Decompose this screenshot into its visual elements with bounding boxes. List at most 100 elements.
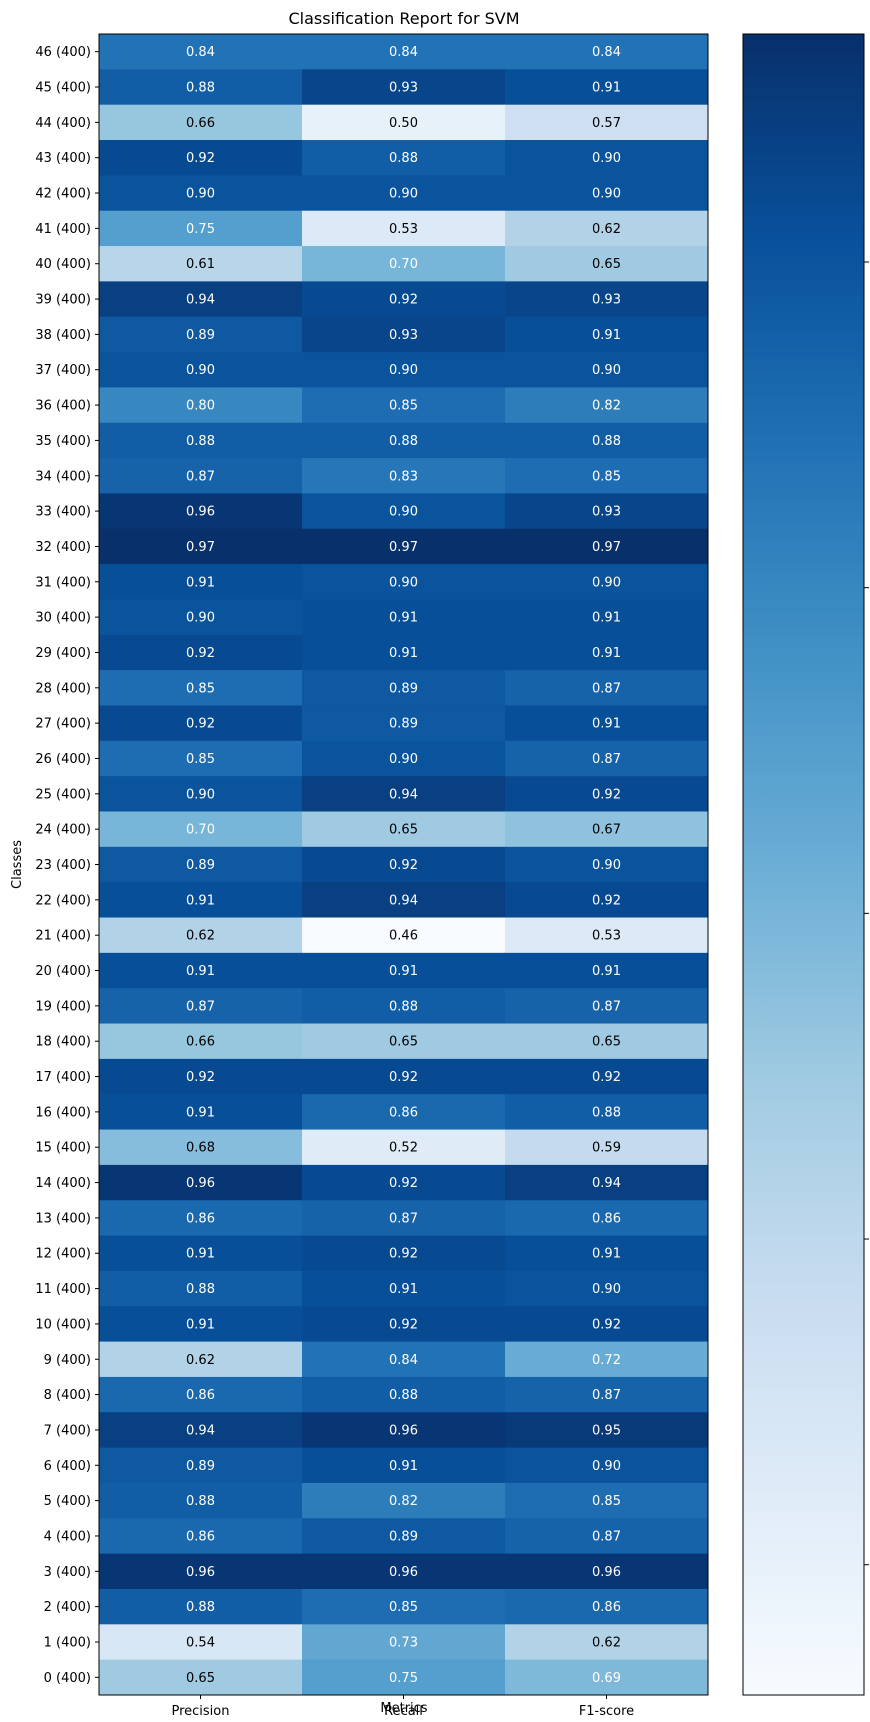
y-tick-label: 6 (400) <box>44 1459 91 1474</box>
y-tick-label: 8 (400) <box>44 1388 91 1403</box>
y-tick-label: 35 (400) <box>35 434 91 449</box>
cell-value-label: 0.92 <box>592 787 621 802</box>
cell-value-label: 0.85 <box>592 469 621 484</box>
y-tick-label: 1 (400) <box>44 1635 91 1650</box>
y-tick-label: 3 (400) <box>44 1565 91 1580</box>
cell-value-label: 0.86 <box>592 1211 621 1226</box>
cell-value-label: 0.88 <box>592 434 621 449</box>
y-tick-label: 22 (400) <box>35 893 91 908</box>
y-tick-label: 41 (400) <box>35 222 91 237</box>
cell-value-label: 0.90 <box>592 858 621 873</box>
cell-value-label: 0.91 <box>592 1247 621 1262</box>
y-tick-label: 34 (400) <box>35 469 91 484</box>
cell-value-label: 0.91 <box>389 1282 418 1297</box>
y-tick-label: 12 (400) <box>35 1247 91 1262</box>
y-tick-label: 15 (400) <box>35 1141 91 1156</box>
y-axis-label: Classes <box>10 840 25 889</box>
cell-value-label: 0.84 <box>592 45 621 60</box>
cell-value-label: 0.87 <box>592 1529 621 1544</box>
cell-value-label: 0.69 <box>592 1671 621 1686</box>
cell-value-label: 0.86 <box>186 1388 215 1403</box>
y-tick-label: 13 (400) <box>35 1211 91 1226</box>
cell-value-label: 0.83 <box>389 469 418 484</box>
cell-value-label: 0.91 <box>389 964 418 979</box>
y-tick-label: 30 (400) <box>35 611 91 626</box>
y-tick-label: 11 (400) <box>35 1282 91 1297</box>
cell-value-label: 0.92 <box>592 893 621 908</box>
cell-value-label: 0.66 <box>186 1035 215 1050</box>
cell-value-label: 0.91 <box>186 575 215 590</box>
cell-value-label: 0.94 <box>186 293 215 308</box>
cell-value-label: 0.91 <box>389 611 418 626</box>
cell-value-label: 0.96 <box>389 1423 418 1438</box>
y-tick-label: 40 (400) <box>35 257 91 272</box>
cell-value-label: 0.75 <box>186 222 215 237</box>
cell-value-label: 0.65 <box>592 1035 621 1050</box>
cell-value-label: 0.88 <box>186 1600 215 1615</box>
cell-value-label: 0.90 <box>389 752 418 767</box>
cell-value-label: 0.90 <box>389 187 418 202</box>
cell-value-label: 0.90 <box>592 151 621 166</box>
cell-value-label: 0.94 <box>186 1423 215 1438</box>
cell-value-label: 0.65 <box>389 1035 418 1050</box>
cell-value-label: 0.62 <box>592 222 621 237</box>
cell-value-label: 0.91 <box>389 1459 418 1474</box>
y-tick-label: 38 (400) <box>35 328 91 343</box>
cell-value-label: 0.87 <box>592 999 621 1014</box>
cell-value-label: 0.84 <box>186 45 215 60</box>
y-tick-label: 18 (400) <box>35 1035 91 1050</box>
cell-value-label: 0.85 <box>592 1494 621 1509</box>
cell-value-label: 0.65 <box>592 257 621 272</box>
x-axis-label: Metrics <box>380 1701 427 1716</box>
cell-value-label: 0.96 <box>186 1565 215 1580</box>
y-tick-label: 25 (400) <box>35 787 91 802</box>
cell-value-label: 0.97 <box>389 540 418 555</box>
cell-value-label: 0.90 <box>186 611 215 626</box>
cell-value-label: 0.75 <box>389 1671 418 1686</box>
cell-value-label: 0.84 <box>389 45 418 60</box>
y-tick-label: 20 (400) <box>35 964 91 979</box>
cell-value-label: 0.57 <box>592 116 621 131</box>
cell-value-label: 0.92 <box>186 646 215 661</box>
cell-value-label: 0.62 <box>186 929 215 944</box>
cell-value-label: 0.88 <box>186 81 215 96</box>
cell-value-label: 0.92 <box>389 1247 418 1262</box>
cell-value-label: 0.92 <box>592 1317 621 1332</box>
cell-value-label: 0.88 <box>389 434 418 449</box>
cell-value-label: 0.95 <box>592 1423 621 1438</box>
y-tick-label: 39 (400) <box>35 293 91 308</box>
cell-value-label: 0.90 <box>592 575 621 590</box>
y-tick-label: 26 (400) <box>35 752 91 767</box>
cell-value-label: 0.96 <box>186 505 215 520</box>
cell-value-label: 0.70 <box>389 257 418 272</box>
chart-title: Classification Report for SVM <box>288 9 519 28</box>
cell-value-label: 0.90 <box>592 363 621 378</box>
cell-value-label: 0.87 <box>592 681 621 696</box>
cell-value-label: 0.90 <box>389 505 418 520</box>
cell-value-label: 0.91 <box>186 964 215 979</box>
x-tick-label: F1-score <box>579 1704 634 1719</box>
cell-value-label: 0.97 <box>592 540 621 555</box>
y-tick-label: 43 (400) <box>35 151 91 166</box>
cell-value-label: 0.85 <box>389 399 418 414</box>
y-tick-label: 44 (400) <box>35 116 91 131</box>
cell-value-label: 0.66 <box>186 116 215 131</box>
y-tick-label: 14 (400) <box>35 1176 91 1191</box>
cell-value-label: 0.94 <box>389 787 418 802</box>
cell-value-label: 0.90 <box>186 363 215 378</box>
cell-value-label: 0.96 <box>186 1176 215 1191</box>
y-tick-label: 7 (400) <box>44 1423 91 1438</box>
y-tick-label: 9 (400) <box>44 1353 91 1368</box>
y-tick-label: 42 (400) <box>35 187 91 202</box>
y-tick-label: 10 (400) <box>35 1317 91 1332</box>
cell-value-label: 0.92 <box>389 1070 418 1085</box>
cell-value-label: 0.91 <box>592 717 621 732</box>
cell-value-label: 0.91 <box>389 646 418 661</box>
cell-value-label: 0.46 <box>389 929 418 944</box>
cell-value-label: 0.96 <box>389 1565 418 1580</box>
cell-value-label: 0.91 <box>592 964 621 979</box>
cell-value-label: 0.93 <box>592 293 621 308</box>
cell-value-label: 0.94 <box>389 893 418 908</box>
cell-value-label: 0.62 <box>592 1635 621 1650</box>
